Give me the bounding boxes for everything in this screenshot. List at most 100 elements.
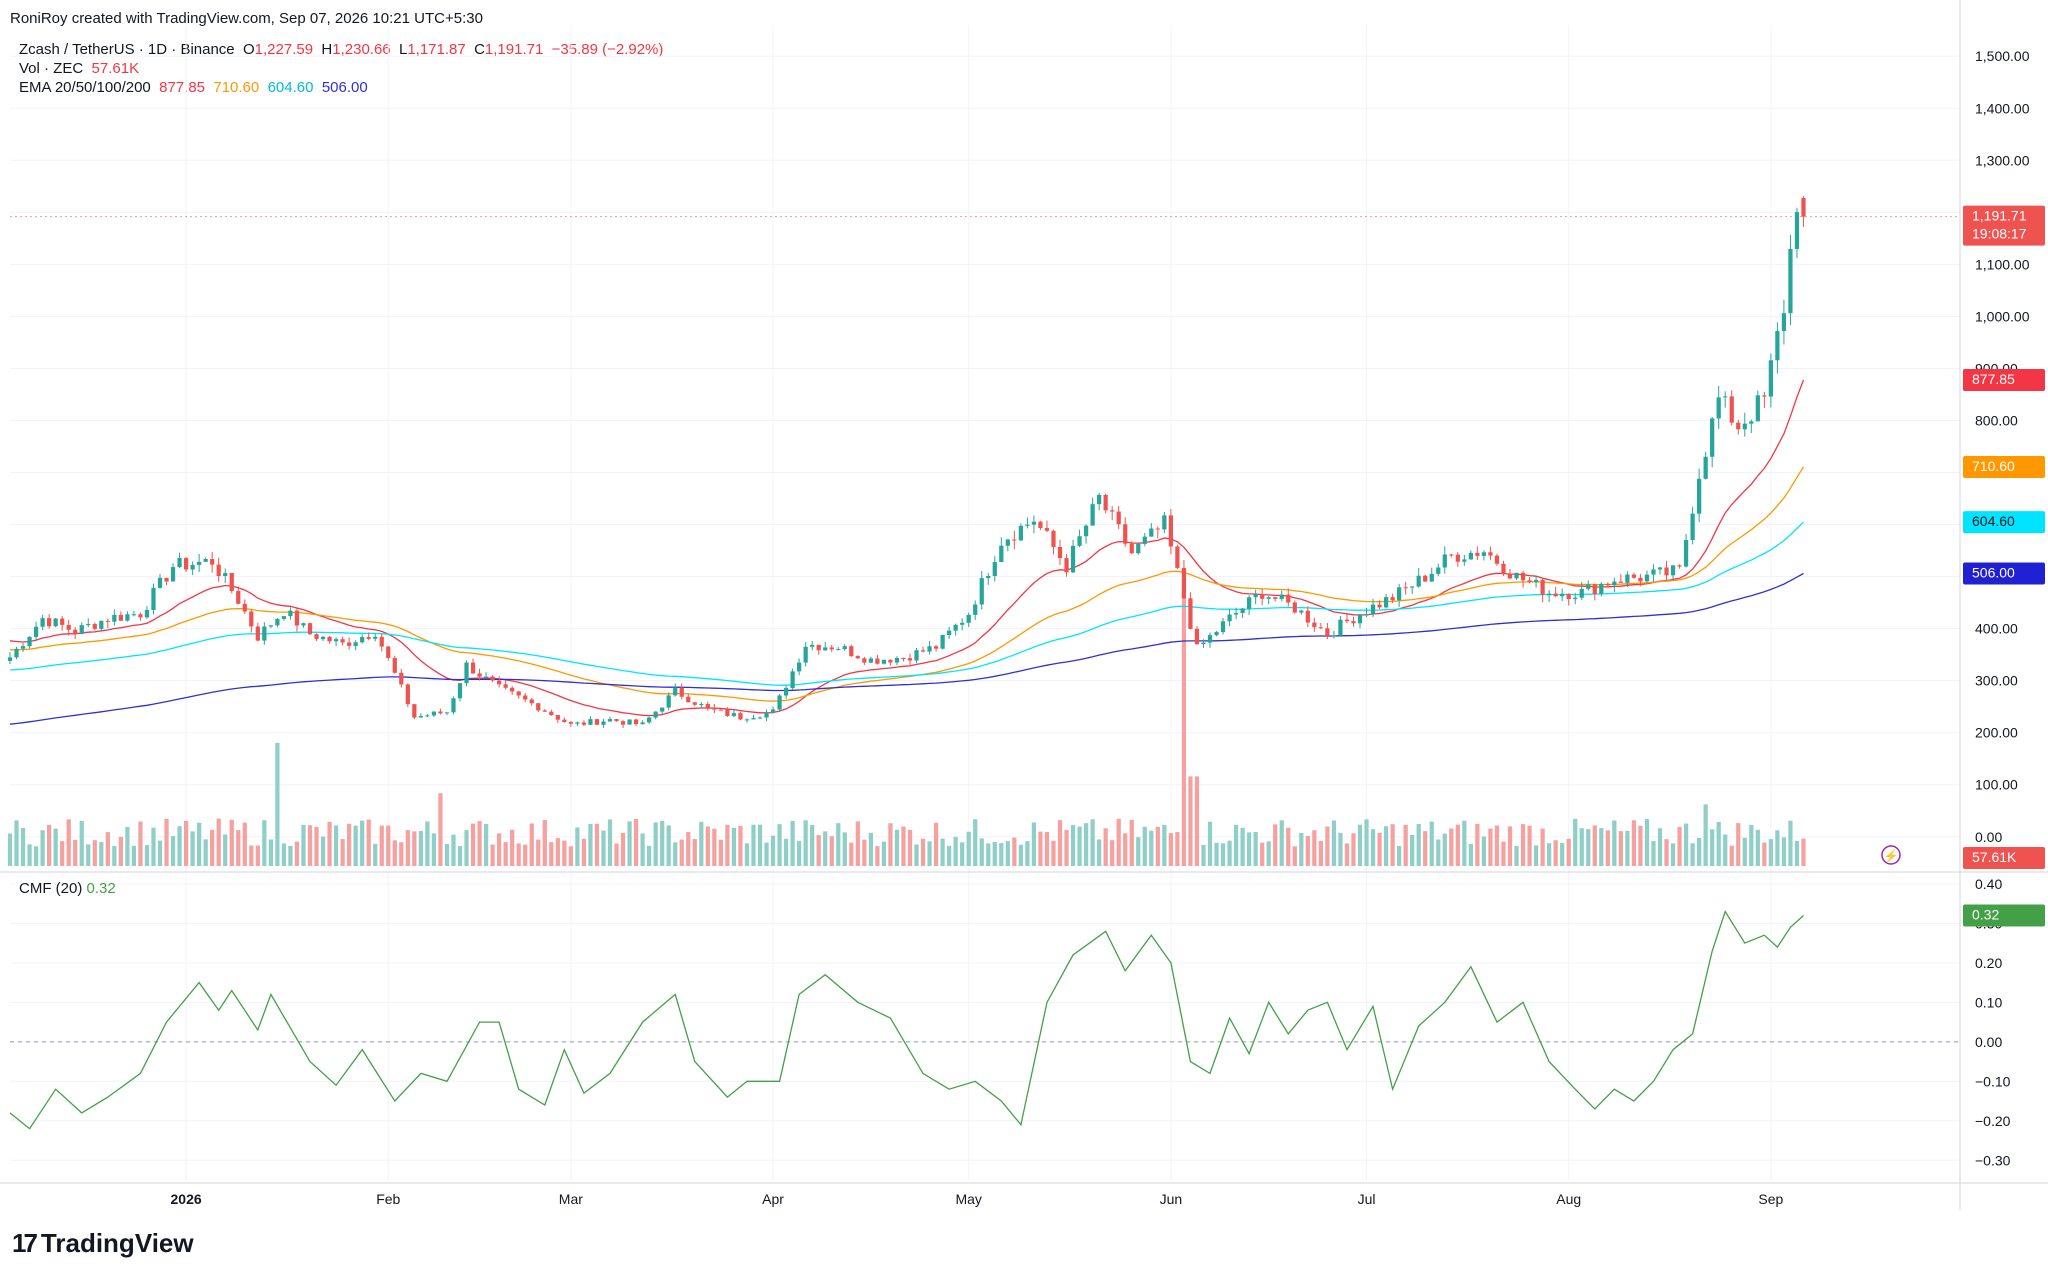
tradingview-logo[interactable]: 17 TradingView (12, 1228, 194, 1259)
volume-bar (1429, 821, 1434, 866)
volume-bar (457, 846, 463, 866)
volume-bar (1573, 818, 1578, 866)
volume-bar (1279, 820, 1284, 866)
volume-bar (497, 833, 502, 866)
candle-body (933, 646, 939, 649)
candle-body (1227, 614, 1232, 622)
candle-body (940, 634, 945, 649)
volume-bar (262, 820, 267, 866)
volume-bar (197, 822, 202, 866)
volume-bar (1638, 825, 1643, 866)
price-axis-labels[interactable]: 0.00100.00200.00300.00400.00500.00600.00… (1975, 48, 2030, 1168)
volume-bar (1468, 844, 1473, 866)
volume-bar (118, 836, 123, 866)
volume-bar (183, 820, 189, 866)
volume-bar (1710, 829, 1715, 866)
volume-bar (144, 845, 150, 866)
candle-body (692, 702, 697, 705)
candle-body (1651, 569, 1656, 575)
candle-body (1031, 521, 1037, 525)
candle-body (770, 709, 776, 713)
volume-bar (738, 825, 743, 866)
close-label: C (474, 41, 485, 58)
volume-label[interactable]: Vol · ZEC (19, 60, 84, 77)
candle-body (340, 639, 345, 643)
volume-bar (692, 839, 697, 866)
candle-body (575, 722, 580, 724)
volume-bar (249, 845, 254, 866)
volume-bar (1605, 830, 1610, 866)
price-tick-label: 400.00 (1975, 621, 2018, 637)
volume-bar (1214, 842, 1219, 866)
volume-bar (829, 836, 834, 866)
symbol-title[interactable]: Zcash / TetherUS · 1D · Binance (19, 41, 235, 58)
volume-bar (288, 845, 293, 866)
volume-bar (1344, 843, 1350, 866)
candle-body (1194, 628, 1200, 645)
volume-bar (1123, 833, 1128, 866)
volume-bar (1403, 824, 1408, 866)
volume-bar (1377, 832, 1382, 866)
volume-bar (1097, 839, 1102, 866)
candle-body (92, 624, 97, 629)
volume-bar (568, 846, 573, 866)
candle-body (1768, 360, 1773, 397)
volume-bar (588, 823, 593, 866)
candle-body (679, 687, 684, 697)
time-axis-labels[interactable]: 2026 Feb Mar Apr May Jun Jul Aug Sep (171, 1191, 1784, 1207)
volume-bar (425, 821, 430, 866)
candle-body (14, 648, 19, 658)
candle-body (1801, 197, 1806, 217)
cmf-label[interactable]: CMF (20) (19, 880, 83, 897)
volume-bar (1397, 845, 1402, 866)
volume-bar (131, 845, 137, 866)
volume-bar (901, 826, 906, 866)
volume-bar (953, 836, 958, 866)
candle-body (327, 636, 332, 642)
volume-bar (157, 840, 163, 866)
candle-body (79, 625, 84, 634)
candle-body (816, 644, 821, 651)
candle-body (431, 711, 437, 716)
candle-body (1175, 546, 1180, 568)
volume-bar (1670, 843, 1676, 866)
candle-body (1657, 567, 1663, 570)
candle-body (373, 636, 378, 639)
volume-bar (933, 822, 939, 866)
volume-bar (399, 842, 404, 866)
volume-bar (1533, 845, 1539, 866)
cmf-tag-bg (1963, 904, 2045, 927)
volume-bar (379, 825, 384, 866)
volume-bar (1560, 843, 1565, 866)
volume-bar (464, 830, 469, 866)
candle-body (1560, 593, 1565, 597)
candle-body (549, 711, 554, 716)
candle-body (1553, 593, 1558, 597)
candle-body (1044, 527, 1050, 531)
ema200-value: 506.00 (321, 79, 368, 96)
volume-bar (836, 823, 841, 866)
candle-body (53, 618, 58, 627)
volume-bar (216, 818, 221, 866)
candle-body (907, 658, 913, 661)
time-tick-label: Sep (1758, 1191, 1783, 1207)
volume-bar (1038, 831, 1043, 866)
candle-body (490, 676, 495, 681)
lightning-icon[interactable] (1881, 845, 1901, 865)
volume-bar (1051, 840, 1056, 866)
candle-body (1266, 597, 1271, 599)
candle-body (268, 625, 273, 627)
volume-bar (633, 818, 639, 866)
volume-bar (881, 841, 887, 866)
candle-body (1664, 567, 1669, 576)
high-label: H (321, 41, 333, 58)
candle-body (1749, 421, 1754, 424)
volume-bar (99, 842, 104, 866)
volume-bar (151, 827, 156, 866)
candle-body (399, 672, 404, 685)
volume-bar (431, 833, 437, 866)
volume-bar (1357, 824, 1363, 866)
volume-bar (1697, 837, 1702, 866)
ema-label[interactable]: EMA 20/50/100/200 (19, 79, 151, 96)
